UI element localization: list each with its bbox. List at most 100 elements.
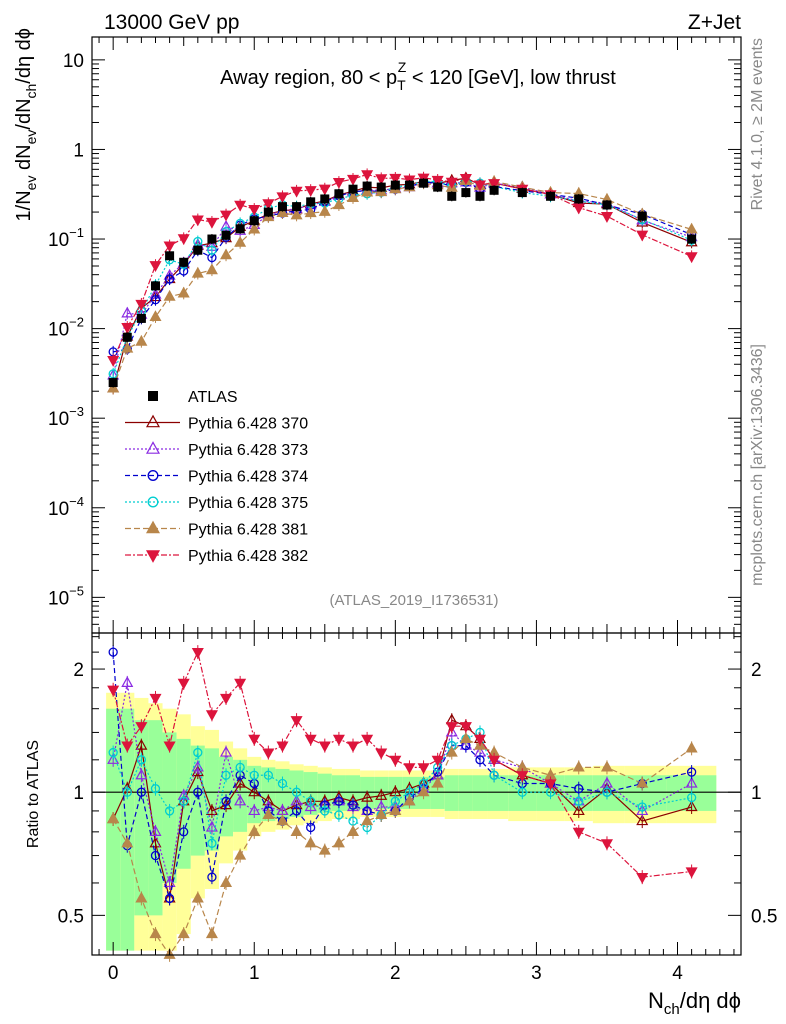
series-5-point-6 xyxy=(191,215,204,227)
series-5-point-20 xyxy=(389,173,402,185)
ylabel-p4: /dη dϕ xyxy=(13,28,35,84)
chart-title-post: < 120 [GeV], low thrust xyxy=(406,67,616,89)
ratio-2-point-5 xyxy=(179,827,189,837)
series-4-point-18 xyxy=(361,185,374,197)
ratio-4-point-7 xyxy=(205,927,218,939)
ratio-0-point-10 xyxy=(248,785,261,797)
ratio-3-point-3 xyxy=(150,784,161,794)
series-5-point-23 xyxy=(431,175,444,187)
ratio-0-point-2 xyxy=(135,738,148,750)
legend-label-3: Pythia 6.428 375 xyxy=(188,495,308,512)
data-point-32 xyxy=(637,211,647,221)
data-point-23 xyxy=(433,182,443,192)
ratio-5-point-8 xyxy=(220,693,233,705)
chart-title: Away region, 80 < pTZ < 120 [GeV], low t… xyxy=(220,59,616,93)
ratio-2-point-17 xyxy=(348,800,358,810)
band-inner-0 xyxy=(106,708,121,951)
ratio-4-point-9 xyxy=(234,848,247,860)
series-5-point-15 xyxy=(318,184,331,196)
series-5-point-14 xyxy=(304,186,317,197)
data-point-10 xyxy=(249,216,259,226)
xlabel-main: N xyxy=(648,988,664,1013)
ylabel-s3: ch xyxy=(23,84,39,99)
x-tick-label-3: 3 xyxy=(531,963,542,984)
ratio-4-point-21 xyxy=(403,794,416,806)
ratio-5-point-0 xyxy=(107,685,120,697)
rivet-version-label: Rivet 4.1.0, ≥ 2M events xyxy=(749,38,766,210)
ratio-5-point-1 xyxy=(121,741,134,753)
series-1-point-1 xyxy=(121,306,134,318)
ratio-4-point-23 xyxy=(431,776,444,788)
band-inner-26 xyxy=(472,775,488,811)
data-point-3 xyxy=(150,281,160,291)
y-tick-label-5: 10−4 xyxy=(48,494,84,520)
series-5-point-31 xyxy=(600,212,613,223)
legend-marker-5 xyxy=(145,550,161,563)
ratio-4-point-25 xyxy=(459,732,472,743)
ratio-5-point-20 xyxy=(389,755,402,767)
data-point-22 xyxy=(419,178,429,188)
ratio-line-3 xyxy=(112,731,692,844)
ratio-3-point-32 xyxy=(637,802,647,812)
data-point-12 xyxy=(277,202,287,212)
ratio-5-point-10 xyxy=(248,734,261,746)
ratio-5-point-11 xyxy=(262,748,275,760)
series-5-point-5 xyxy=(177,234,190,246)
series-4-point-10 xyxy=(248,222,261,234)
ratio-4-point-33 xyxy=(685,741,698,753)
legend-label-2: Pythia 6.428 374 xyxy=(188,469,308,486)
data-point-31 xyxy=(602,200,612,210)
ratio-2-point-14 xyxy=(306,822,316,833)
ratio-5-point-24 xyxy=(445,722,458,733)
series-4-point-8 xyxy=(220,248,233,260)
series-2-point-4 xyxy=(164,274,175,284)
ratio-4-point-18 xyxy=(361,814,374,826)
band-inner-27 xyxy=(487,775,509,811)
ratio-4-point-20 xyxy=(389,804,402,816)
ratio-4-point-14 xyxy=(304,836,317,848)
ratio-5-point-17 xyxy=(346,741,360,753)
xlabel-rest: /dη dϕ xyxy=(680,988,741,1013)
ratio-3-point-13 xyxy=(291,787,302,797)
ratio-4-point-5 xyxy=(177,927,190,939)
series-4-point-9 xyxy=(234,235,247,247)
data-point-6 xyxy=(193,245,203,255)
ratio-3-point-5 xyxy=(179,796,189,806)
data-point-25 xyxy=(461,188,471,198)
ratio-3-point-0 xyxy=(108,747,118,758)
ratio-1-point-3 xyxy=(149,825,162,836)
ratio-4-point-1 xyxy=(121,836,134,848)
ratio-0-point-18 xyxy=(361,790,374,802)
data-point-13 xyxy=(292,202,302,212)
ratio-5-point-22 xyxy=(417,763,430,775)
series-5-point-4 xyxy=(163,241,176,253)
data-point-19 xyxy=(376,182,386,192)
ratio-0-point-9 xyxy=(234,776,247,788)
ratio-2-point-13 xyxy=(291,806,302,816)
series-4-point-16 xyxy=(332,198,345,210)
ratio-line-4 xyxy=(112,738,692,956)
ratio-5-point-33 xyxy=(685,867,698,879)
data-point-18 xyxy=(362,181,372,191)
series-5-point-30 xyxy=(572,203,585,215)
ratio-3-point-15 xyxy=(320,806,330,816)
series-5-point-27 xyxy=(488,179,501,190)
series-5-point-18 xyxy=(361,170,374,182)
ratio-0-point-30 xyxy=(572,804,585,816)
series-4-point-4 xyxy=(163,289,176,301)
legend-marker-1 xyxy=(145,441,161,454)
band-inner-1 xyxy=(120,708,135,951)
ratio-2-point-3 xyxy=(150,850,161,861)
legend-label-5: Pythia 6.428 382 xyxy=(188,548,308,565)
ratio-2-point-33 xyxy=(686,767,697,777)
header-process-label: Z+Jet xyxy=(688,11,741,34)
ratio-3-point-2 xyxy=(136,755,147,765)
ratio-tick-label-right-1: 1 xyxy=(751,783,762,804)
data-point-11 xyxy=(263,207,273,217)
ratio-4-point-13 xyxy=(290,825,303,836)
ratio-4-point-17 xyxy=(346,825,360,836)
ratio-5-point-12 xyxy=(276,741,289,753)
series-5-point-16 xyxy=(332,178,345,189)
ratio-2-point-16 xyxy=(334,796,344,806)
ratio-5-point-30 xyxy=(572,827,585,839)
